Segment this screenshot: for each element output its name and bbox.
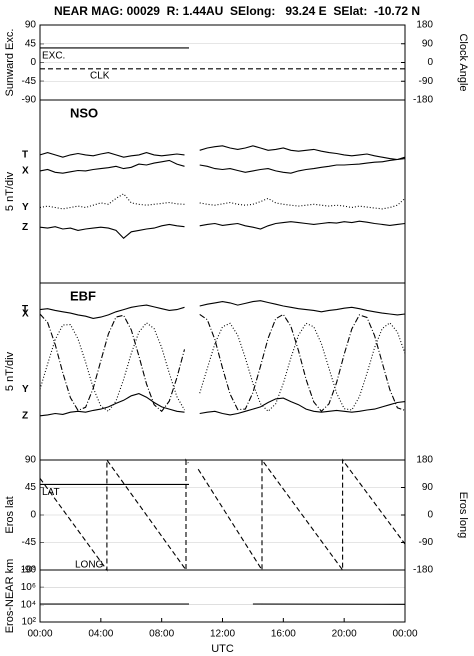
y-axis-label: Eros-NEAR km — [4, 559, 16, 634]
y-tick-label: -45 — [22, 537, 37, 548]
y2-tick-label: -90 — [419, 76, 434, 87]
x-tick-label: 00:00 — [392, 629, 417, 640]
panel-frame — [39, 99, 406, 284]
x-axis-label: UTC — [211, 643, 234, 655]
y-tick-label: 10⁶ — [21, 582, 36, 593]
data-line — [39, 322, 406, 413]
x-tick-label: 16:00 — [271, 629, 296, 640]
data-line — [39, 158, 406, 174]
y-axis-label: Eros lat — [4, 496, 16, 533]
data-line — [39, 220, 406, 239]
series-label: Z — [22, 222, 28, 233]
data-line — [39, 193, 406, 210]
y2-tick-label: 90 — [422, 38, 434, 49]
y2-tick-label: -180 — [413, 565, 433, 576]
series-label: Y — [22, 202, 29, 213]
y2-axis-label: Eros long — [457, 492, 469, 538]
y-axis-label: 5 nT/div — [4, 351, 16, 391]
series-label: LONG — [75, 560, 104, 571]
data-line — [39, 458, 406, 572]
x-tick-label: 04:00 — [88, 629, 113, 640]
y2-tick-label: 180 — [416, 20, 433, 31]
x-tick-label: 00:00 — [27, 629, 52, 640]
panel-title: EBF — [70, 288, 96, 303]
data-line — [39, 313, 406, 413]
series-label: T — [22, 150, 28, 161]
series-label: X — [22, 166, 29, 177]
y2-tick-label: 90 — [422, 482, 434, 493]
x-tick-label: 12:00 — [210, 629, 235, 640]
series-label: T — [22, 304, 28, 315]
y2-tick-label: -90 — [419, 537, 434, 548]
panel-title: NSO — [70, 105, 98, 120]
y-tick-label: 10² — [22, 617, 37, 628]
y-tick-label: 10⁸ — [21, 565, 36, 576]
panel-frame — [39, 282, 406, 461]
y-tick-label: 90 — [25, 455, 37, 466]
y-tick-label: 45 — [25, 482, 37, 493]
x-tick-label: 08:00 — [149, 629, 174, 640]
series-label: X — [22, 309, 29, 320]
x-tick-label: 20:00 — [332, 629, 357, 640]
y-tick-label: -90 — [22, 565, 37, 576]
y-tick-label: 45 — [25, 38, 37, 49]
y-tick-label: 10⁴ — [21, 599, 36, 610]
y2-tick-label: 0 — [427, 57, 433, 68]
y-tick-label: -90 — [22, 95, 37, 106]
y-tick-label: -45 — [22, 76, 37, 87]
data-line — [39, 145, 406, 161]
y-tick-label: 90 — [25, 20, 37, 31]
y2-axis-label: Clock Angle — [457, 33, 469, 91]
series-label: EXC. — [42, 51, 65, 62]
y-axis-label: Sunward Exc. — [4, 29, 16, 97]
y-tick-label: 0 — [30, 57, 36, 68]
y2-tick-label: 180 — [416, 455, 433, 466]
panel-frame — [39, 569, 406, 623]
page-title: NEAR MAG: 00029 R: 1.44AU SElong: 93.24 … — [54, 4, 420, 18]
y-axis-label: 5 nT/div — [4, 171, 16, 211]
y2-tick-label: 0 — [427, 510, 433, 521]
series-label: Z — [22, 410, 28, 421]
data-line — [39, 393, 406, 417]
series-label: CLK — [90, 70, 110, 81]
y2-tick-label: -180 — [413, 95, 433, 106]
y-tick-label: 0 — [30, 510, 36, 521]
data-line — [39, 300, 406, 319]
series-label: Y — [22, 384, 29, 395]
